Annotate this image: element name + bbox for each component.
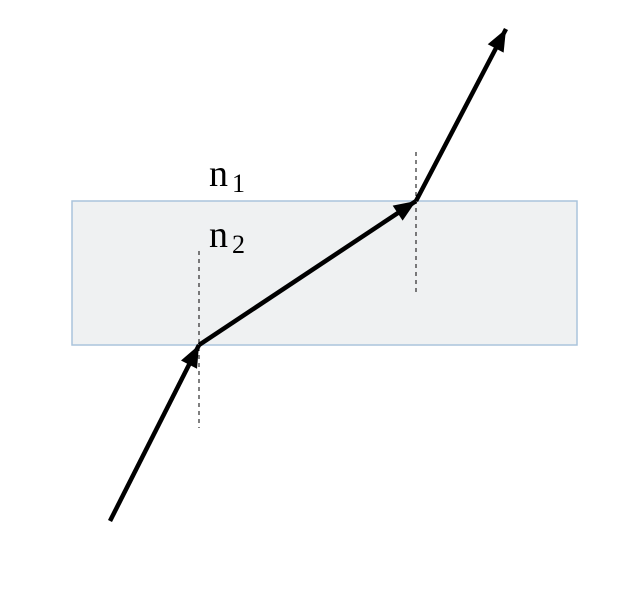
incident-ray — [110, 345, 199, 521]
refraction-diagram: n 1 n 2 — [0, 0, 639, 589]
label-n2-base: n — [209, 214, 228, 256]
refracting-slab — [72, 201, 577, 345]
arrowhead-3 — [488, 25, 514, 53]
label-n1: n 1 — [209, 153, 245, 198]
transmitted-ray — [416, 29, 506, 201]
label-n2-sub: 2 — [232, 230, 245, 259]
label-n1-sub: 1 — [232, 169, 245, 198]
label-n1-base: n — [209, 153, 228, 195]
